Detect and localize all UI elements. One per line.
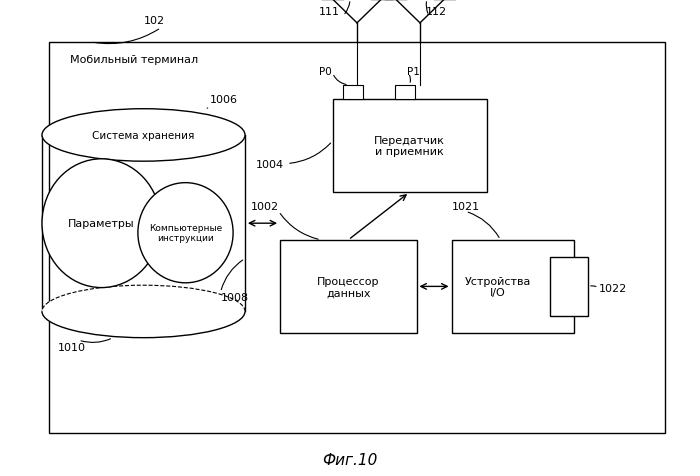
Text: 1002: 1002 xyxy=(251,202,279,212)
Text: 102: 102 xyxy=(144,17,164,26)
Text: 1022: 1022 xyxy=(598,283,626,293)
Bar xyxy=(550,257,588,317)
Bar xyxy=(452,240,574,333)
Bar xyxy=(49,43,665,433)
Text: Процессор
данных: Процессор данных xyxy=(317,276,379,298)
Text: Устройства
I/O: Устройства I/O xyxy=(465,276,531,298)
Bar xyxy=(280,240,416,333)
Text: Фиг.10: Фиг.10 xyxy=(322,452,378,467)
Text: 1004: 1004 xyxy=(256,159,284,169)
Ellipse shape xyxy=(42,159,161,288)
Text: 1010: 1010 xyxy=(57,343,85,352)
Text: 1006: 1006 xyxy=(210,95,238,105)
Bar xyxy=(332,100,486,193)
Text: Мобильный терминал: Мобильный терминал xyxy=(70,55,198,64)
Ellipse shape xyxy=(42,286,245,338)
Ellipse shape xyxy=(42,109,245,162)
Text: 111: 111 xyxy=(318,7,340,17)
Text: 1008: 1008 xyxy=(220,293,248,302)
Ellipse shape xyxy=(138,183,233,283)
Bar xyxy=(343,86,363,100)
Text: Система хранения: Система хранения xyxy=(92,131,195,140)
Text: P0: P0 xyxy=(319,67,332,76)
Text: 112: 112 xyxy=(426,7,447,17)
Bar xyxy=(395,86,415,100)
Text: 1021: 1021 xyxy=(452,202,480,212)
Text: Компьютерные
инструкции: Компьютерные инструкции xyxy=(149,224,222,243)
Text: P1: P1 xyxy=(407,67,419,76)
Text: Параметры: Параметры xyxy=(68,219,135,228)
Text: Передатчик
и приемник: Передатчик и приемник xyxy=(374,136,445,157)
